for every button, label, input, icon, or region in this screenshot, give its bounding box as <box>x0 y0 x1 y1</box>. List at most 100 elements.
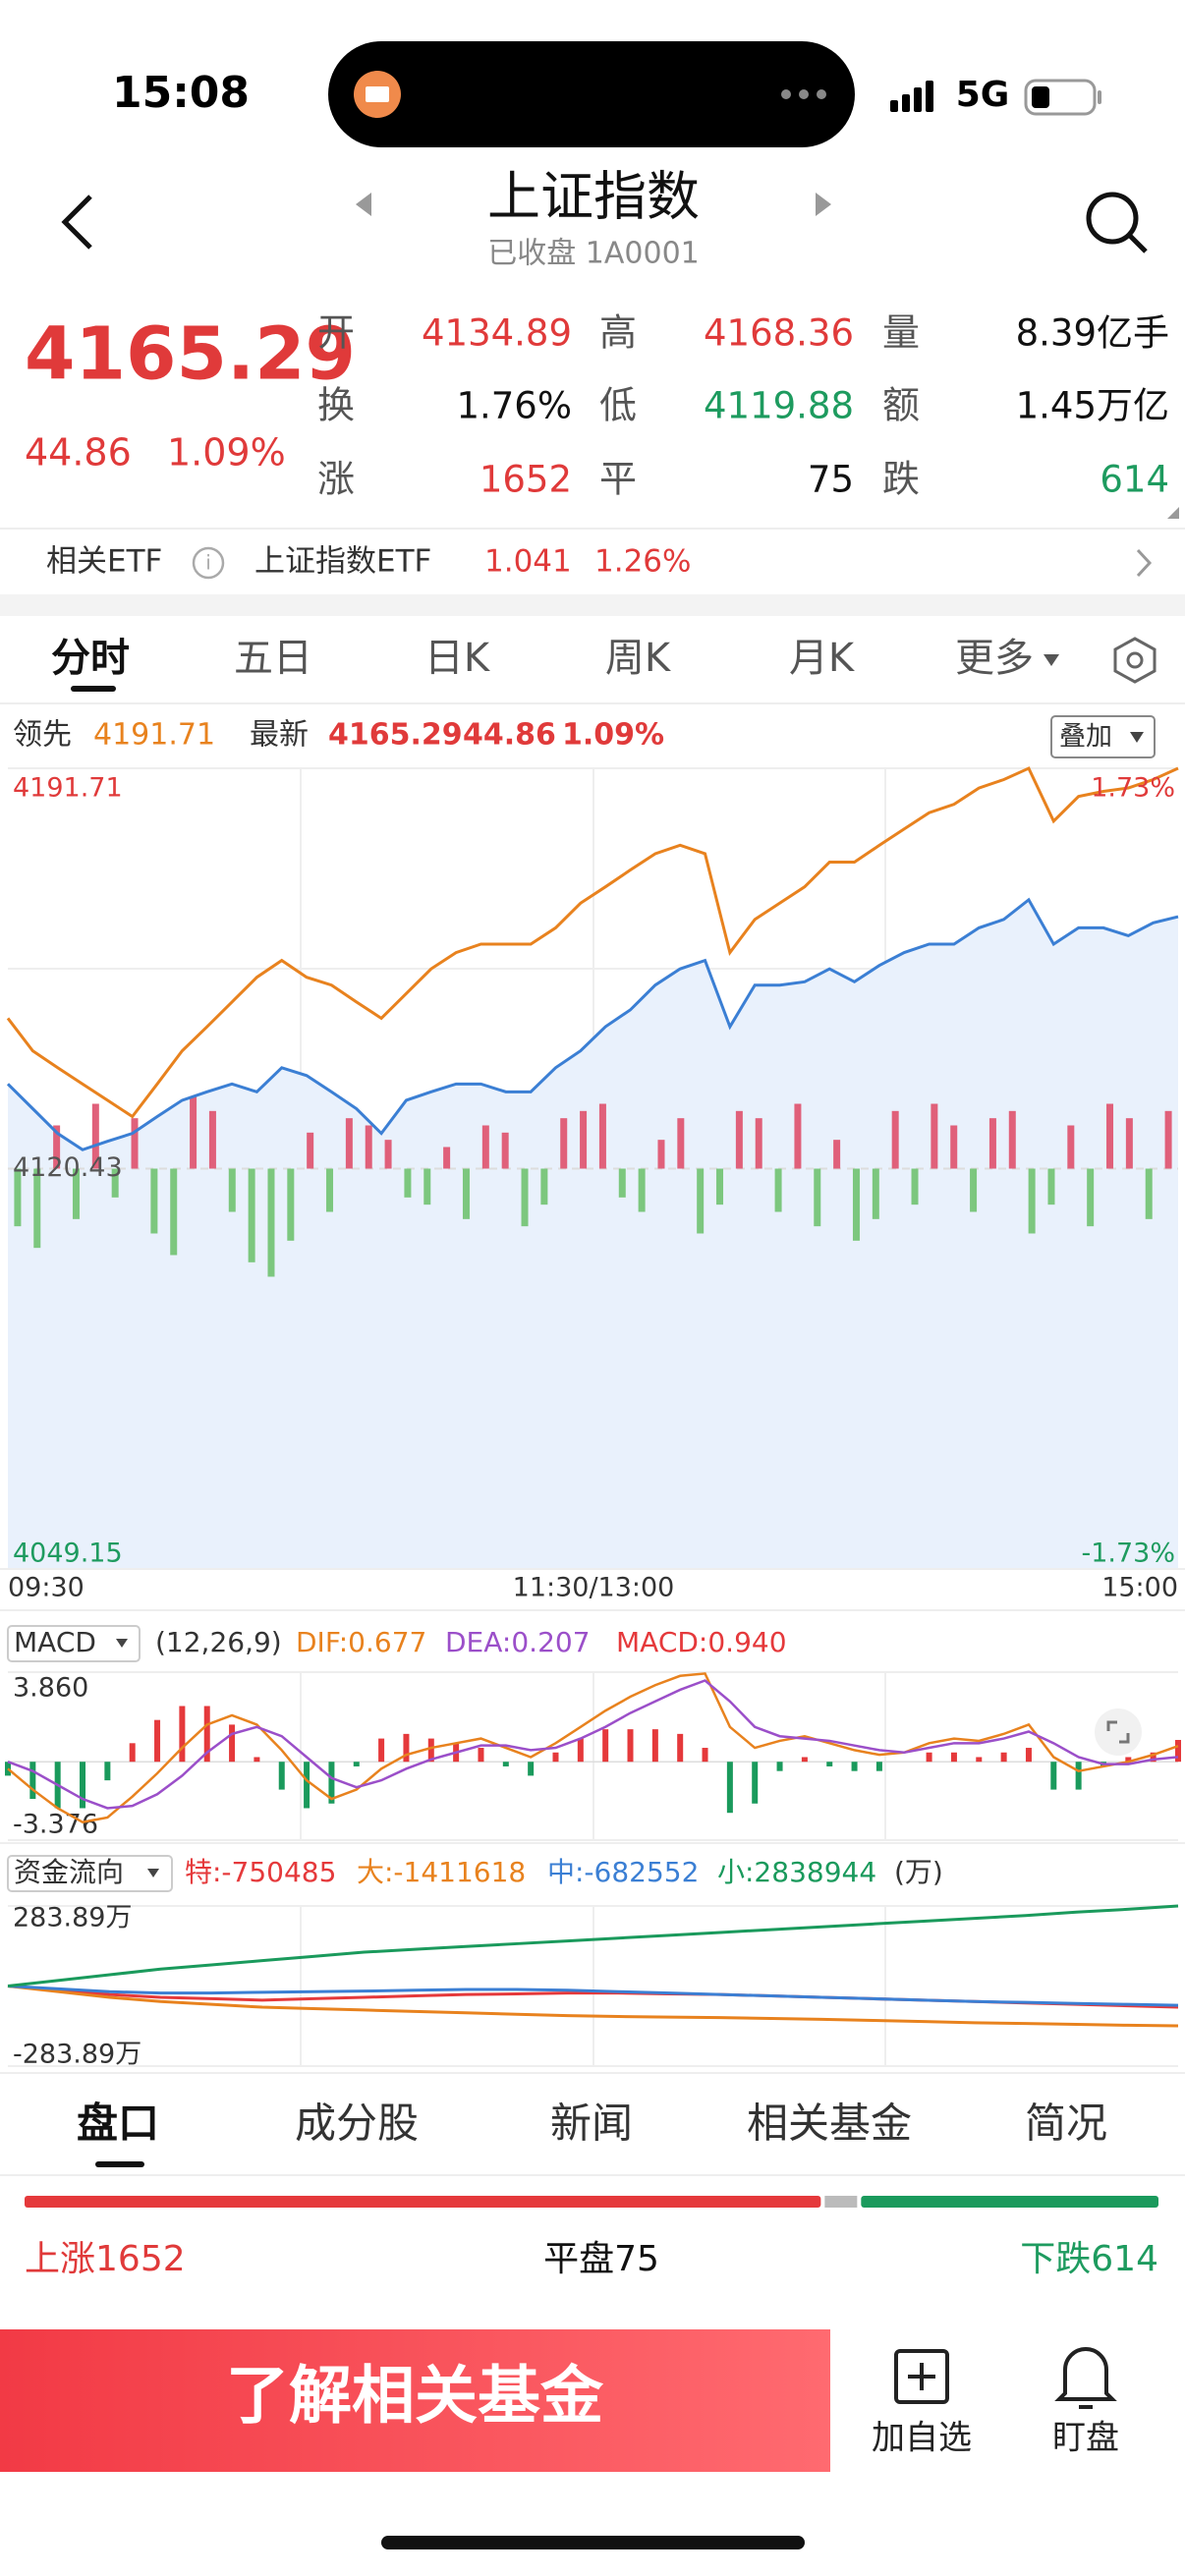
battery-icon <box>1024 79 1101 116</box>
price-line <box>6 766 1179 1119</box>
strength-bar <box>950 1125 958 1169</box>
macd-bar <box>1075 1762 1082 1790</box>
page-subtitle: 已收盘 1A0001 <box>487 237 700 271</box>
strength-bar <box>345 1118 353 1169</box>
strength-bar <box>481 1125 489 1169</box>
strength-bar <box>208 1110 216 1169</box>
strength-bar <box>657 1140 665 1169</box>
indicator-button[interactable] <box>7 1625 141 1662</box>
breadth-text: 上涨1652 <box>25 2239 186 2279</box>
monitor-button[interactable] <box>1054 2347 1117 2409</box>
macd-bar <box>179 1706 186 1763</box>
expand-button[interactable] <box>1095 1708 1142 1756</box>
overlay-button[interactable] <box>1050 715 1156 758</box>
flow-line <box>7 1904 1179 1988</box>
field-value: 4168.36 <box>704 312 854 355</box>
search-button[interactable] <box>1086 192 1148 253</box>
flow-legend: 大:-1411618 <box>357 1856 526 1888</box>
flow-caret <box>147 1869 159 1877</box>
macd-bar <box>427 1738 434 1763</box>
strength-bar <box>735 1110 743 1169</box>
breadth-down <box>861 2196 1158 2208</box>
breadth-value: 75 <box>614 2239 659 2279</box>
macd-bar <box>328 1762 335 1804</box>
strength-bar <box>852 1168 860 1241</box>
field-label: 低 <box>599 384 637 427</box>
macd-bar <box>602 1729 609 1763</box>
macd-bar <box>502 1762 509 1766</box>
settings-glyph <box>1126 651 1144 669</box>
macd-bar <box>528 1762 535 1776</box>
strength-bar <box>1067 1125 1075 1169</box>
macd-bar <box>801 1757 808 1763</box>
macd-bar <box>80 1762 86 1809</box>
strength-bar <box>248 1168 255 1262</box>
y-tick-label: 3.860 <box>13 1673 88 1704</box>
strength-bar <box>521 1168 529 1227</box>
prev-button[interactable] <box>356 193 371 216</box>
signal-icon <box>890 81 933 112</box>
indicator-caret <box>116 1639 128 1648</box>
breadth-value: 614 <box>1091 2239 1158 2279</box>
strength-bar <box>1145 1168 1153 1219</box>
macd-bar <box>1175 1740 1181 1763</box>
next-button[interactable] <box>816 193 831 216</box>
macd-bar <box>752 1762 759 1804</box>
info-icon[interactable] <box>192 546 225 580</box>
flow-button[interactable] <box>7 1855 173 1892</box>
macd-bar <box>1125 1757 1132 1763</box>
legend-label: 领先 <box>13 718 72 753</box>
field-label: 换 <box>317 384 355 427</box>
macd-bar <box>552 1752 559 1763</box>
macd-bar <box>304 1762 310 1809</box>
info-glyph: i <box>205 551 211 575</box>
breadth-up <box>25 2196 821 2208</box>
monitor-label: 盯盘 <box>1052 2419 1119 2458</box>
breadth-value: 1652 <box>95 2239 186 2279</box>
breadth-label: 上涨 <box>25 2239 95 2279</box>
sub-tab: 盘口 <box>77 2100 159 2148</box>
macd-bar <box>203 1706 210 1763</box>
macd-bar <box>229 1724 236 1763</box>
legend-label: 最新 <box>250 718 309 753</box>
primary-button[interactable] <box>0 2329 830 2472</box>
strength-bar <box>326 1168 334 1212</box>
strength-bar <box>131 1118 139 1169</box>
strength-bar <box>267 1168 275 1277</box>
tab-underline <box>71 686 116 692</box>
strength-bar <box>638 1168 646 1212</box>
back-button[interactable] <box>61 195 92 250</box>
macd-bar <box>104 1762 111 1781</box>
strength-bar <box>365 1125 372 1169</box>
breadth-flat <box>824 2196 858 2208</box>
macd-bar <box>1000 1752 1007 1763</box>
tab: 日K <box>424 636 491 681</box>
app-icon-glyph <box>366 86 389 102</box>
latest-value: 4165.29 <box>328 718 463 753</box>
sub-tab: 相关基金 <box>747 2100 912 2148</box>
field-label: 量 <box>882 311 920 355</box>
strength-bar <box>72 1168 80 1219</box>
strength-bar <box>618 1168 626 1198</box>
flow-title: 资金流向 <box>14 1856 124 1888</box>
y-tick-label: 4049.15 <box>13 1539 123 1569</box>
settings-button[interactable] <box>1113 637 1157 684</box>
dynamic-island <box>328 41 855 147</box>
indicator-legend: MACD:0.940 <box>616 1626 787 1658</box>
macd-bar <box>154 1719 161 1763</box>
macd-line <box>7 1679 1179 1810</box>
price-line <box>6 897 1179 1151</box>
macd-bar <box>353 1762 360 1766</box>
watchlist-button[interactable] <box>894 2349 949 2404</box>
indicator-legend: DIF:0.677 <box>296 1626 426 1658</box>
macd-bar <box>1150 1752 1157 1763</box>
tab: 五日 <box>234 636 312 681</box>
strength-bar <box>443 1147 451 1169</box>
strength-bar <box>970 1168 978 1212</box>
macd-bar <box>776 1762 783 1771</box>
etf-chevron[interactable] <box>1136 548 1153 578</box>
field-label: 涨 <box>317 458 355 501</box>
strength-bar <box>287 1168 295 1241</box>
strength-bar <box>814 1168 821 1227</box>
